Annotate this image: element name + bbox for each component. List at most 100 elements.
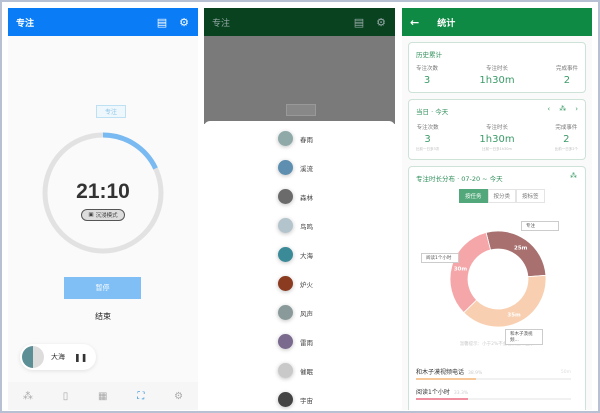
progress-arc xyxy=(42,132,164,254)
task-bar-label: 和木子漠视频电话 38.9% xyxy=(416,367,482,376)
sound-thumbnail xyxy=(278,276,293,291)
sound-thumbnail xyxy=(278,363,293,378)
sound-item[interactable]: 炉火 xyxy=(278,276,313,291)
arrow-left-icon[interactable]: ← xyxy=(410,15,420,29)
stat-item: 完成事件 2 比前一日多2个 xyxy=(555,123,578,152)
sound-item[interactable]: 风声 xyxy=(278,305,313,320)
slice-name-label: 专注 xyxy=(521,221,559,231)
history-card: 历史累计 专注次数 3 专注时长 1h30m 完成事件 2 xyxy=(408,42,586,93)
stat-item: 完成事件 2 xyxy=(556,64,578,86)
stat-item: 专注时长 1h30m 比前一日多1h30m xyxy=(479,123,514,152)
page-title: 专注 xyxy=(212,18,231,29)
sound-item[interactable]: 大海 xyxy=(278,247,313,262)
sound-player[interactable]: 大海 ❚❚ xyxy=(20,344,96,370)
sound-item[interactable]: 催眠 xyxy=(278,363,313,378)
app-header: ← 统计 xyxy=(402,8,592,36)
bottom-nav: ⁂ ▯ ▦ ⛶ ⚙ xyxy=(8,382,198,410)
sound-item[interactable]: 鸟鸣 xyxy=(278,218,313,233)
stat-value: 2 xyxy=(563,134,570,145)
sound-thumbnail xyxy=(278,189,293,204)
distribution-card: 专注时长分布 · 07-20 ~ 今天 ⁂ 按任务 按分类 按标签 25m 35m 30… xyxy=(408,166,586,410)
stat-label: 完成事件 xyxy=(555,66,578,72)
immersive-mode-button[interactable]: ▣ 沉浸模式 xyxy=(81,209,125,221)
donut-chart: 25m 35m 30m xyxy=(449,230,547,328)
mode-tag[interactable]: 专注 xyxy=(96,105,126,118)
slice-2[interactable] xyxy=(449,232,492,314)
app-header: 专注 ▤ ⚙ xyxy=(204,8,395,36)
sound-item[interactable]: 溪流 xyxy=(278,160,313,175)
group-tabs: 按任务 按分类 按标签 xyxy=(459,189,545,203)
tab-0[interactable]: 按任务 xyxy=(459,189,488,203)
sound-thumbnail xyxy=(278,160,293,175)
stat-compare: 比前一日多3次 xyxy=(416,147,440,151)
stat-label: 专注次数 xyxy=(416,66,439,72)
focus-screen: 专注 ▤ ⚙ 专注 21:10 ▣ 沉浸模式 暂停 结束 大海 ❚❚ ⁂ ▯ ▦ … xyxy=(8,8,198,410)
sound-thumbnail xyxy=(278,218,293,233)
end-button[interactable]: 结束 xyxy=(95,312,111,321)
task-progress-bar xyxy=(416,378,571,380)
sound-item[interactable]: 宇宙 xyxy=(278,392,313,407)
tab-1[interactable]: 按分类 xyxy=(487,189,517,203)
page-title: 统计 xyxy=(437,18,456,29)
gear-icon[interactable]: ⚙ xyxy=(174,390,184,402)
chevron-right-icon[interactable]: › xyxy=(575,105,578,113)
app-header: 专注 ▤ ⚙ xyxy=(8,8,198,36)
hint-text: 温馨提示：小于2%不会在饼图中显示 xyxy=(459,342,535,347)
sound-label: 宇宙 xyxy=(300,396,313,405)
stat-label: 专注次数 xyxy=(416,125,439,131)
stat-label: 完成事件 xyxy=(555,125,578,131)
stat-item: 专注次数 3 xyxy=(416,64,438,86)
sound-picker-screen: 专注 ▤ ⚙ 春雨溪流森林鸟鸣大海炉火风声雷雨催眠宇宙 xyxy=(204,8,395,410)
task-progress-fill xyxy=(416,398,468,400)
stat-value: 3 xyxy=(424,134,431,145)
task-name: 阅读1个小时 xyxy=(416,389,450,396)
tab-2[interactable]: 按标签 xyxy=(516,189,545,203)
stats-screen: ← 统计 历史累计 专注次数 3 专注时长 1h30m 完成事件 2 当日 · 今天 ‹ … xyxy=(402,8,592,410)
stat-value: 1h30m xyxy=(479,134,515,145)
dim-overlay[interactable] xyxy=(204,36,395,124)
slice-value-label: 35m xyxy=(507,313,521,319)
pause-button[interactable]: 暂停 xyxy=(64,277,141,299)
card-title: 当日 · 今天 xyxy=(416,108,449,116)
sound-item[interactable]: 春雨 xyxy=(278,131,313,146)
clipboard-icon[interactable]: ▯ xyxy=(62,390,69,402)
sound-thumbnail xyxy=(278,247,293,262)
task-progress-fill xyxy=(416,378,477,380)
sound-thumbnail xyxy=(278,131,293,146)
sound-label: 炉火 xyxy=(300,280,313,289)
gear-icon[interactable]: ⚙ xyxy=(376,15,386,29)
bar-chart-icon[interactable]: ▤ xyxy=(156,15,168,29)
task-percent: 38.9% xyxy=(468,371,483,376)
progress-ring xyxy=(42,132,164,254)
slice-1[interactable] xyxy=(463,274,547,328)
slice-name-label: 和木子漠视频... xyxy=(505,329,543,345)
chevron-left-icon[interactable]: ‹ xyxy=(547,105,551,113)
focus-icon[interactable]: ⛶ xyxy=(137,390,145,402)
bar-chart-icon[interactable]: ▤ xyxy=(353,15,365,29)
sound-name: 大海 xyxy=(51,353,65,361)
stat-item: 专注时长 1h30m xyxy=(479,64,514,86)
slice-value-label: 30m xyxy=(454,267,468,273)
timer-display: 21:10 xyxy=(76,180,130,203)
slice-value-label: 25m xyxy=(514,245,528,251)
slice-0[interactable] xyxy=(485,230,547,278)
stat-item: 专注次数 3 比前一日多3次 xyxy=(416,123,439,152)
task-progress-bar xyxy=(416,398,571,400)
day-card: 当日 · 今天 ‹ ⁂ › 专注次数 3 比前一日多3次 专注时长 1h30m 比前一日多… xyxy=(408,99,586,160)
stat-value: 2 xyxy=(563,75,571,86)
task-name: 和木子漠视频电话 xyxy=(416,369,465,376)
right-value: 50m xyxy=(560,370,571,375)
calendar-icon[interactable]: ▦ xyxy=(98,390,108,402)
share-nodes-icon[interactable]: ⁂ xyxy=(22,390,33,402)
stat-compare: 比前一日多2个 xyxy=(554,147,578,151)
pause-icon[interactable]: ❚❚ xyxy=(74,352,88,362)
sound-item[interactable]: 雷雨 xyxy=(278,334,313,349)
page-title: 专注 xyxy=(16,18,35,29)
share-nodes-icon[interactable]: ⁂ xyxy=(559,105,567,113)
gear-icon[interactable]: ⚙ xyxy=(179,15,189,29)
stat-label: 专注时长 xyxy=(485,125,508,131)
share-nodes-icon[interactable]: ⁂ xyxy=(570,172,577,180)
sound-item[interactable]: 森林 xyxy=(278,189,313,204)
stat-value: 3 xyxy=(423,75,431,86)
slice-name-label: 阅读1个小时 xyxy=(421,253,459,263)
